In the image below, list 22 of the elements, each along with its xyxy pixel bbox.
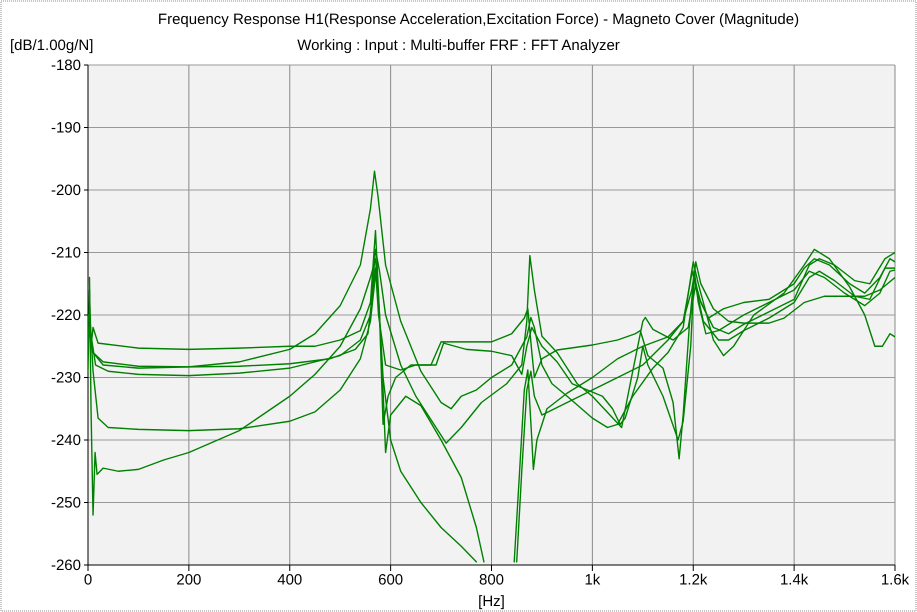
x-tick-label: 200 [176, 572, 202, 589]
chart-title: Frequency Response H1(Response Acceleration,Excitation Force) - Magneto Cover (Magnitude) [158, 11, 800, 28]
x-tick-label: 600 [378, 572, 404, 589]
y-tick-label: -230 [50, 369, 81, 386]
x-tick-label: 800 [478, 572, 504, 589]
x-tick-label: 1.6k [880, 572, 910, 589]
x-tick-label: 1.4k [780, 572, 809, 589]
y-tick-label: -250 [50, 494, 81, 512]
y-tick-label: -190 [50, 119, 81, 136]
x-axis-title: [Hz] [478, 593, 505, 610]
x-tick-label: 1k [584, 572, 601, 589]
y-axis-title: [dB/1.00g/N] [10, 37, 94, 54]
x-tick-label: 1.2k [679, 572, 708, 589]
y-tick-label: -210 [50, 244, 81, 262]
y-tick-label: -240 [50, 432, 81, 449]
y-tick-label: -200 [50, 182, 81, 199]
y-tick-label: -260 [50, 556, 81, 574]
chart-subtitle: Working : Input : Multi-buffer FRF : FFT Analyzer [297, 37, 620, 54]
y-tick-label: -180 [50, 56, 81, 74]
x-tick-label: 0 [84, 572, 92, 589]
y-tick-label: -220 [50, 306, 81, 324]
x-tick-label: 400 [277, 572, 302, 589]
